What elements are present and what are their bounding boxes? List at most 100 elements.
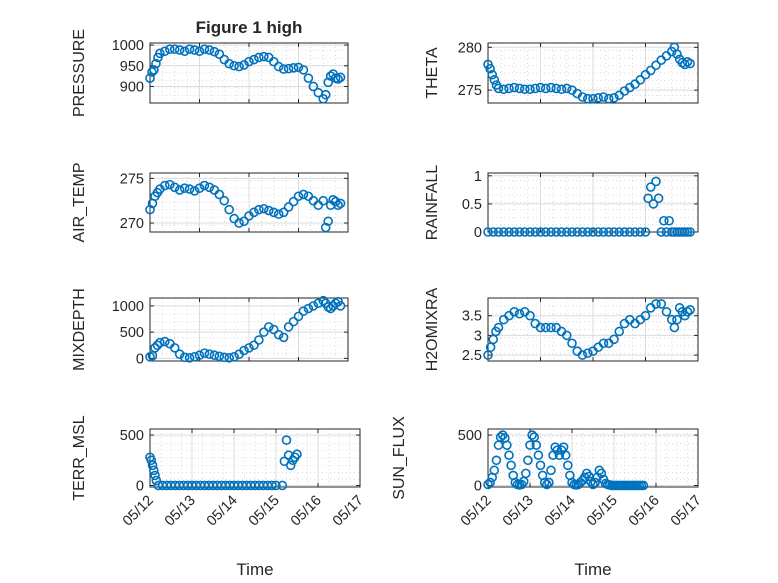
- data-point: [525, 84, 535, 95]
- data-point: [643, 193, 653, 204]
- y-axis-label: SUN_FLUX: [391, 416, 408, 500]
- data-point: [572, 227, 583, 237]
- y-tick-label: 280: [458, 40, 482, 56]
- y-tick-label: 500: [120, 325, 144, 341]
- data-point: [519, 227, 530, 237]
- data-point: [487, 69, 498, 80]
- data-point: [204, 45, 215, 55]
- data-point: [224, 204, 234, 215]
- data-point: [152, 340, 163, 351]
- data-point: [682, 306, 693, 317]
- y-tick-label: 0.5: [462, 197, 482, 213]
- y-tick-label: 0: [474, 225, 482, 241]
- data-point: [328, 195, 338, 205]
- y-tick-label: 500: [458, 428, 482, 444]
- data-point: [651, 60, 661, 71]
- data-point: [525, 310, 535, 321]
- subplot-mixdepth: 0 500 1000 MIXDEPTH: [71, 288, 349, 371]
- data-point: [556, 227, 567, 237]
- data-point: [577, 92, 588, 102]
- data-point: [148, 465, 159, 476]
- axes-box: [487, 428, 699, 488]
- data-point: [640, 310, 651, 321]
- data-point: [588, 479, 598, 490]
- data-point: [281, 435, 292, 445]
- data-point: [551, 83, 562, 94]
- data-point: [540, 83, 551, 94]
- data-point: [308, 301, 319, 311]
- data-point: [224, 58, 234, 69]
- x-axis-label: Time: [236, 560, 273, 579]
- data-point: [194, 350, 205, 361]
- data-point: [630, 227, 640, 237]
- data-point: [151, 475, 162, 486]
- y-tick-label: 275: [120, 171, 144, 187]
- data-point: [320, 89, 331, 100]
- data-point: [483, 227, 493, 237]
- data-point: [293, 191, 304, 202]
- subplot-air-temp: 270 275 AIR_TEMP: [71, 162, 349, 243]
- y-tick-label: 1000: [112, 38, 144, 54]
- data-point: [562, 460, 573, 471]
- data-point: [598, 92, 609, 102]
- data-point: [320, 222, 331, 233]
- data-point: [325, 303, 336, 314]
- y-tick-label: 900: [120, 79, 144, 95]
- data-point: [523, 455, 533, 466]
- data-point: [582, 348, 593, 358]
- data-point: [234, 61, 244, 72]
- data-point: [653, 193, 664, 204]
- data-point: [259, 327, 269, 337]
- data-point: [268, 56, 279, 67]
- data-point: [535, 322, 546, 333]
- data-point: [509, 227, 520, 237]
- data-point: [149, 65, 159, 75]
- data-point: [169, 44, 180, 55]
- data-point: [194, 46, 205, 57]
- data-point: [648, 199, 659, 209]
- data-point: [278, 64, 289, 74]
- data-point: [199, 348, 210, 358]
- data-point: [485, 477, 495, 488]
- data-point: [525, 440, 535, 450]
- data-point: [323, 216, 334, 227]
- data-point: [234, 218, 244, 228]
- data-point: [544, 477, 554, 488]
- data-point: [546, 227, 556, 237]
- subplot-h2omixra: 2.5 3 3.5 H2OMIXRA: [424, 287, 699, 371]
- data-point: [514, 308, 525, 319]
- y-tick-label: 0: [136, 351, 144, 367]
- data-point: [278, 207, 289, 218]
- data-point: [189, 351, 200, 362]
- data-point: [546, 465, 556, 476]
- data-point: [651, 176, 661, 187]
- data-point: [489, 465, 500, 476]
- data-point: [169, 343, 180, 353]
- data-point: [254, 204, 264, 215]
- data-point: [567, 338, 577, 349]
- data-point: [525, 227, 535, 237]
- data-point: [292, 449, 302, 460]
- data-point: [239, 345, 249, 356]
- data-point: [533, 450, 544, 461]
- data-point: [685, 58, 695, 69]
- data-point: [259, 203, 269, 214]
- data-point: [199, 44, 210, 55]
- data-point: [635, 75, 646, 85]
- data-point: [209, 46, 220, 57]
- data-point: [298, 189, 309, 200]
- subplot-pressure: 900 950 1000 PRESSURE Figure 1 high: [71, 18, 349, 117]
- data-point: [504, 227, 514, 237]
- data-point: [539, 477, 550, 488]
- data-point: [640, 227, 651, 237]
- data-point: [502, 440, 512, 450]
- y-tick-label: 1000: [112, 299, 144, 315]
- data-point: [614, 326, 625, 337]
- y-tick-label: 275: [458, 83, 482, 99]
- data-point: [624, 227, 635, 237]
- data-point: [651, 299, 661, 309]
- data-point: [635, 227, 646, 237]
- data-point: [293, 62, 304, 73]
- data-point: [285, 460, 296, 471]
- x-axis-label: Time: [574, 560, 611, 579]
